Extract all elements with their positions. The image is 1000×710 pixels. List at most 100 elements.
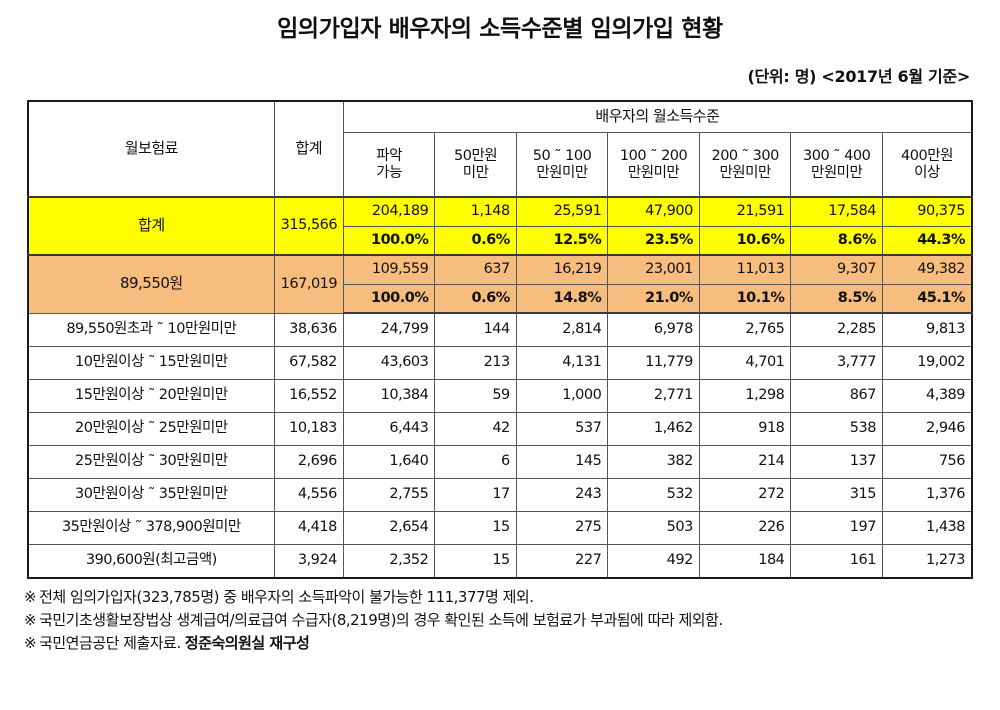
row-cell-under50: 15 xyxy=(434,544,517,579)
row-cell-200to300: 226 xyxy=(698,511,792,545)
header-col-paak-line2: 가능 xyxy=(376,164,402,181)
header-total-column: 합계 xyxy=(273,100,344,198)
row-label: 35만원이상 ˜ 378,900원미만 xyxy=(27,511,275,545)
total-pct-200to300: 10.6% xyxy=(698,226,792,256)
row-cell-paak: 24,799 xyxy=(342,312,436,347)
header-col-50to100-line2: 만원미만 xyxy=(536,164,588,181)
row-cell-50to100: 2,814 xyxy=(515,312,609,347)
row-cell-50to100: 275 xyxy=(515,511,609,545)
row-cell-50to100: 4,131 xyxy=(515,346,609,380)
row-total: 16,552 xyxy=(273,379,344,413)
row-cell-over400: 9,813 xyxy=(881,312,973,347)
row-cell-50to100: 1,000 xyxy=(515,379,609,413)
row-cell-under50: 144 xyxy=(434,312,517,347)
header-col-paak: 파악 가능 xyxy=(342,132,436,198)
row-cell-over400: 1,376 xyxy=(881,478,973,512)
row-label: 30만원이상 ˜ 35만원미만 xyxy=(27,478,275,512)
header-col-100to200-line1: 100 ˜ 200 xyxy=(619,147,688,164)
sub-count-under50: 637 xyxy=(434,254,517,285)
table-row: 10만원이상 ˜ 15만원미만 67,582 43,603 213 4,131 … xyxy=(27,346,973,380)
row-cell-300to400: 2,285 xyxy=(790,312,883,347)
row-label: 89,550원초과 ˜ 10만원미만 xyxy=(27,312,275,347)
footnote-3-text: 국민연금공단 제출자료. xyxy=(39,633,185,652)
footnote-3: ※ 국민연금공단 제출자료. 정준숙의원실 재구성 xyxy=(24,632,1000,655)
footnote-mark-icon: ※ xyxy=(24,610,37,629)
row-cell-300to400: 538 xyxy=(790,412,883,446)
sub-pct-under50: 0.6% xyxy=(434,284,517,314)
footnote-mark-icon: ※ xyxy=(24,588,37,606)
header-col-under50-line2: 미만 xyxy=(462,164,489,181)
total-count-under50: 1,148 xyxy=(434,196,517,227)
total-pct-50to100: 12.5% xyxy=(515,226,609,256)
row-cell-300to400: 3,777 xyxy=(790,346,883,380)
total-count-100to200: 47,900 xyxy=(607,196,700,227)
header-col-50to100-line1: 50 ˜ 100 xyxy=(532,147,592,164)
header-row-group: 월보험료 합계 배우자의 월소득수준 xyxy=(27,100,973,198)
header-col-under50: 50만원 미만 xyxy=(434,132,517,198)
row-cell-under50: 42 xyxy=(434,412,517,446)
header-col-300to400-line2: 만원미만 xyxy=(810,164,863,181)
total-row-label: 합계 xyxy=(27,196,275,256)
row-label: 390,600원(최고금액) xyxy=(27,544,275,579)
row-cell-100to200: 503 xyxy=(607,511,700,545)
table-container: 월보험료 합계 배우자의 월소득수준 파악 가능 50만원 미만 50 ˜ 10… xyxy=(27,100,973,579)
header-col-200to300-line2: 만원미만 xyxy=(719,164,771,181)
row-cell-100to200: 382 xyxy=(607,445,700,479)
header-col-200to300-line1: 200 ˜ 300 xyxy=(711,147,779,164)
row-total: 2,696 xyxy=(273,445,344,479)
sub-pct-300to400: 8.5% xyxy=(790,284,883,314)
table-row-sub-count: 89,550원 167,019 109,559 637 16,219 23,00… xyxy=(27,254,973,314)
total-count-300to400: 17,584 xyxy=(790,196,883,227)
row-cell-over400: 2,946 xyxy=(881,412,973,446)
header-col-300to400-line1: 300 ˜ 400 xyxy=(803,147,871,164)
row-cell-paak: 2,352 xyxy=(342,544,436,579)
row-cell-200to300: 184 xyxy=(698,544,792,579)
row-total: 4,418 xyxy=(273,511,344,545)
table-body: 합계 315,566 204,189 1,148 25,591 47,900 2… xyxy=(27,196,973,579)
row-cell-50to100: 145 xyxy=(515,445,609,479)
row-cell-200to300: 272 xyxy=(698,478,792,512)
row-cell-200to300: 214 xyxy=(698,445,792,479)
total-count-over400: 90,375 xyxy=(881,196,973,227)
row-cell-100to200: 1,462 xyxy=(607,412,700,446)
row-cell-paak: 6,443 xyxy=(342,412,436,446)
row-cell-200to300: 4,701 xyxy=(698,346,792,380)
header-col-over400-line2: 이상 xyxy=(914,164,940,181)
row-cell-100to200: 2,771 xyxy=(607,379,700,413)
header-col-over400-line1: 400만원 xyxy=(901,147,953,164)
row-cell-100to200: 11,779 xyxy=(607,346,700,380)
row-label: 25만원이상 ˜ 30만원미만 xyxy=(27,445,275,479)
footnote-3-source: 정준숙의원실 재구성 xyxy=(184,633,310,652)
table-row-total-count: 합계 315,566 204,189 1,148 25,591 47,900 2… xyxy=(27,196,973,256)
statistics-table: 월보험료 합계 배우자의 월소득수준 파악 가능 50만원 미만 50 ˜ 10… xyxy=(27,100,973,579)
table-row: 390,600원(최고금액) 3,924 2,352 15 227 492 18… xyxy=(27,544,973,579)
unit-note: (단위: 명) <2017년 6월 기준> xyxy=(747,67,970,86)
row-cell-paak: 2,755 xyxy=(342,478,436,512)
header-row-label: 월보험료 xyxy=(27,100,275,198)
header-col-under50-line1: 50만원 xyxy=(454,147,498,164)
sub-pct-50to100: 14.8% xyxy=(515,284,609,314)
row-cell-under50: 6 xyxy=(434,445,517,479)
table-header: 월보험료 합계 배우자의 월소득수준 파악 가능 50만원 미만 50 ˜ 10… xyxy=(27,100,973,198)
row-cell-over400: 1,273 xyxy=(881,544,973,579)
total-row-sum: 315,566 xyxy=(273,196,344,256)
row-cell-paak: 2,654 xyxy=(342,511,436,545)
header-col-100to200: 100 ˜ 200 만원미만 xyxy=(607,132,700,198)
row-total: 4,556 xyxy=(273,478,344,512)
row-cell-200to300: 918 xyxy=(698,412,792,446)
header-col-50to100: 50 ˜ 100 만원미만 xyxy=(515,132,609,198)
header-row-sub: 파악 가능 50만원 미만 50 ˜ 100 만원미만 100 ˜ 200 만원… xyxy=(28,132,973,198)
row-cell-100to200: 6,978 xyxy=(607,312,700,347)
row-cell-50to100: 537 xyxy=(515,412,609,446)
total-pct-paak: 100.0% xyxy=(342,226,436,256)
sub-row-sum: 167,019 xyxy=(273,254,344,314)
sub-count-50to100: 16,219 xyxy=(515,254,609,285)
row-cell-under50: 59 xyxy=(434,379,517,413)
footnote-2-text: 국민기초생활보장법상 생계급여/의료급여 수급자(8,219명)의 경우 확인된… xyxy=(39,610,723,629)
row-cell-50to100: 227 xyxy=(515,544,609,579)
footnote-1-text: 전체 임의가입자(323,785명) 중 배우자의 소득파악이 불가능한 111… xyxy=(39,588,534,606)
total-count-paak: 204,189 xyxy=(342,196,436,227)
header-col-300to400: 300 ˜ 400 만원미만 xyxy=(790,132,883,198)
row-cell-200to300: 1,298 xyxy=(698,379,792,413)
sub-pct-paak: 100.0% xyxy=(342,284,436,314)
